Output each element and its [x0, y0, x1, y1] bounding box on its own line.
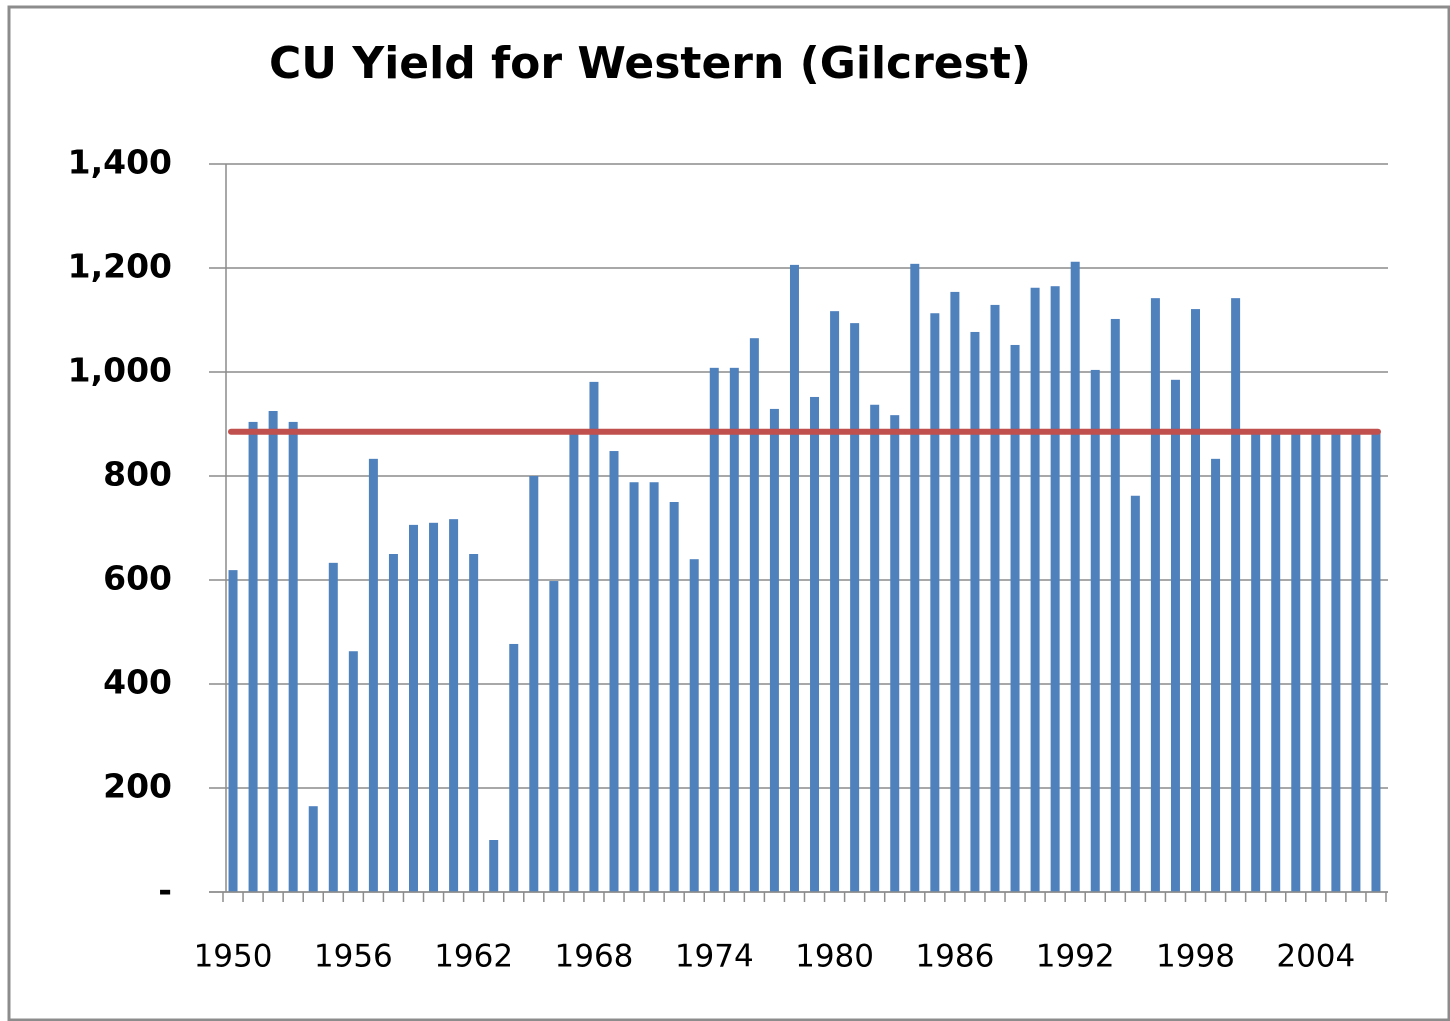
- y-tick-label: 1,000: [68, 351, 172, 390]
- bar: [850, 323, 860, 892]
- bar: [1311, 432, 1321, 892]
- bar: [549, 581, 559, 892]
- bar: [970, 331, 980, 893]
- x-tick-label: 1950: [194, 939, 273, 975]
- y-tick-label: 600: [103, 559, 172, 598]
- bar: [408, 524, 418, 892]
- y-tick-label: 800: [103, 455, 172, 494]
- bar: [469, 554, 479, 892]
- chart-title: CU Yield for Western (Gilcrest): [269, 38, 1031, 89]
- bar: [789, 264, 799, 892]
- bar: [1090, 369, 1100, 892]
- bar: [328, 562, 338, 892]
- bar: [709, 367, 719, 893]
- bar: [368, 458, 378, 892]
- bar: [228, 570, 238, 892]
- x-tick-label: 1962: [434, 939, 513, 975]
- bar: [1010, 344, 1020, 893]
- x-tick-label: 2004: [1276, 939, 1355, 975]
- bar: [248, 421, 258, 892]
- bar: [910, 263, 920, 893]
- x-tick-label: 1992: [1036, 939, 1115, 975]
- bar: [529, 476, 539, 892]
- bar: [1251, 432, 1261, 892]
- bar: [1150, 298, 1160, 892]
- bar: [489, 840, 499, 892]
- x-tick-label: 1956: [314, 939, 393, 975]
- x-tick-label: 1974: [675, 939, 754, 975]
- bar: [509, 643, 519, 892]
- bar: [689, 559, 699, 892]
- x-tick-label: 1998: [1156, 939, 1235, 975]
- bar: [950, 291, 960, 892]
- bar: [429, 522, 439, 892]
- bar: [589, 381, 599, 892]
- bar: [388, 554, 398, 892]
- bar: [810, 396, 820, 892]
- x-tick-label: 1968: [555, 939, 634, 975]
- bar: [1331, 432, 1341, 892]
- bar: [1130, 495, 1140, 892]
- y-tick-label: 200: [103, 767, 172, 806]
- bar: [288, 421, 298, 892]
- bar: [1170, 379, 1180, 892]
- y-tick-label: 400: [103, 663, 172, 702]
- bar: [449, 519, 459, 892]
- bar: [569, 430, 579, 892]
- bar: [1110, 318, 1120, 893]
- bar: [609, 451, 619, 892]
- bar: [649, 482, 659, 892]
- bar: [870, 404, 880, 892]
- bar: [930, 313, 940, 892]
- y-tick-label: 1,400: [68, 143, 172, 182]
- bar: [1371, 432, 1381, 892]
- bar: [1050, 286, 1060, 892]
- bar: [308, 806, 318, 892]
- bar: [1211, 458, 1221, 892]
- bar: [830, 311, 840, 892]
- bar: [729, 367, 739, 893]
- bar: [1030, 287, 1040, 892]
- bar: [1191, 309, 1201, 893]
- bar: [1070, 261, 1080, 892]
- bar: [669, 502, 679, 892]
- y-tick-label: 1,200: [68, 247, 172, 286]
- bar: [629, 482, 639, 892]
- y-tick-label: -: [158, 871, 172, 910]
- x-tick-label: 1980: [795, 939, 874, 975]
- x-tick-label: 1986: [915, 939, 994, 975]
- bar: [348, 651, 358, 892]
- bar: [749, 338, 759, 892]
- bar: [890, 415, 900, 892]
- bar: [1231, 298, 1241, 892]
- bar: [1351, 432, 1361, 892]
- bar: [990, 304, 1000, 892]
- bar: [769, 408, 779, 892]
- bar: [268, 411, 278, 892]
- bar: [1291, 432, 1301, 892]
- bar: [1271, 432, 1281, 892]
